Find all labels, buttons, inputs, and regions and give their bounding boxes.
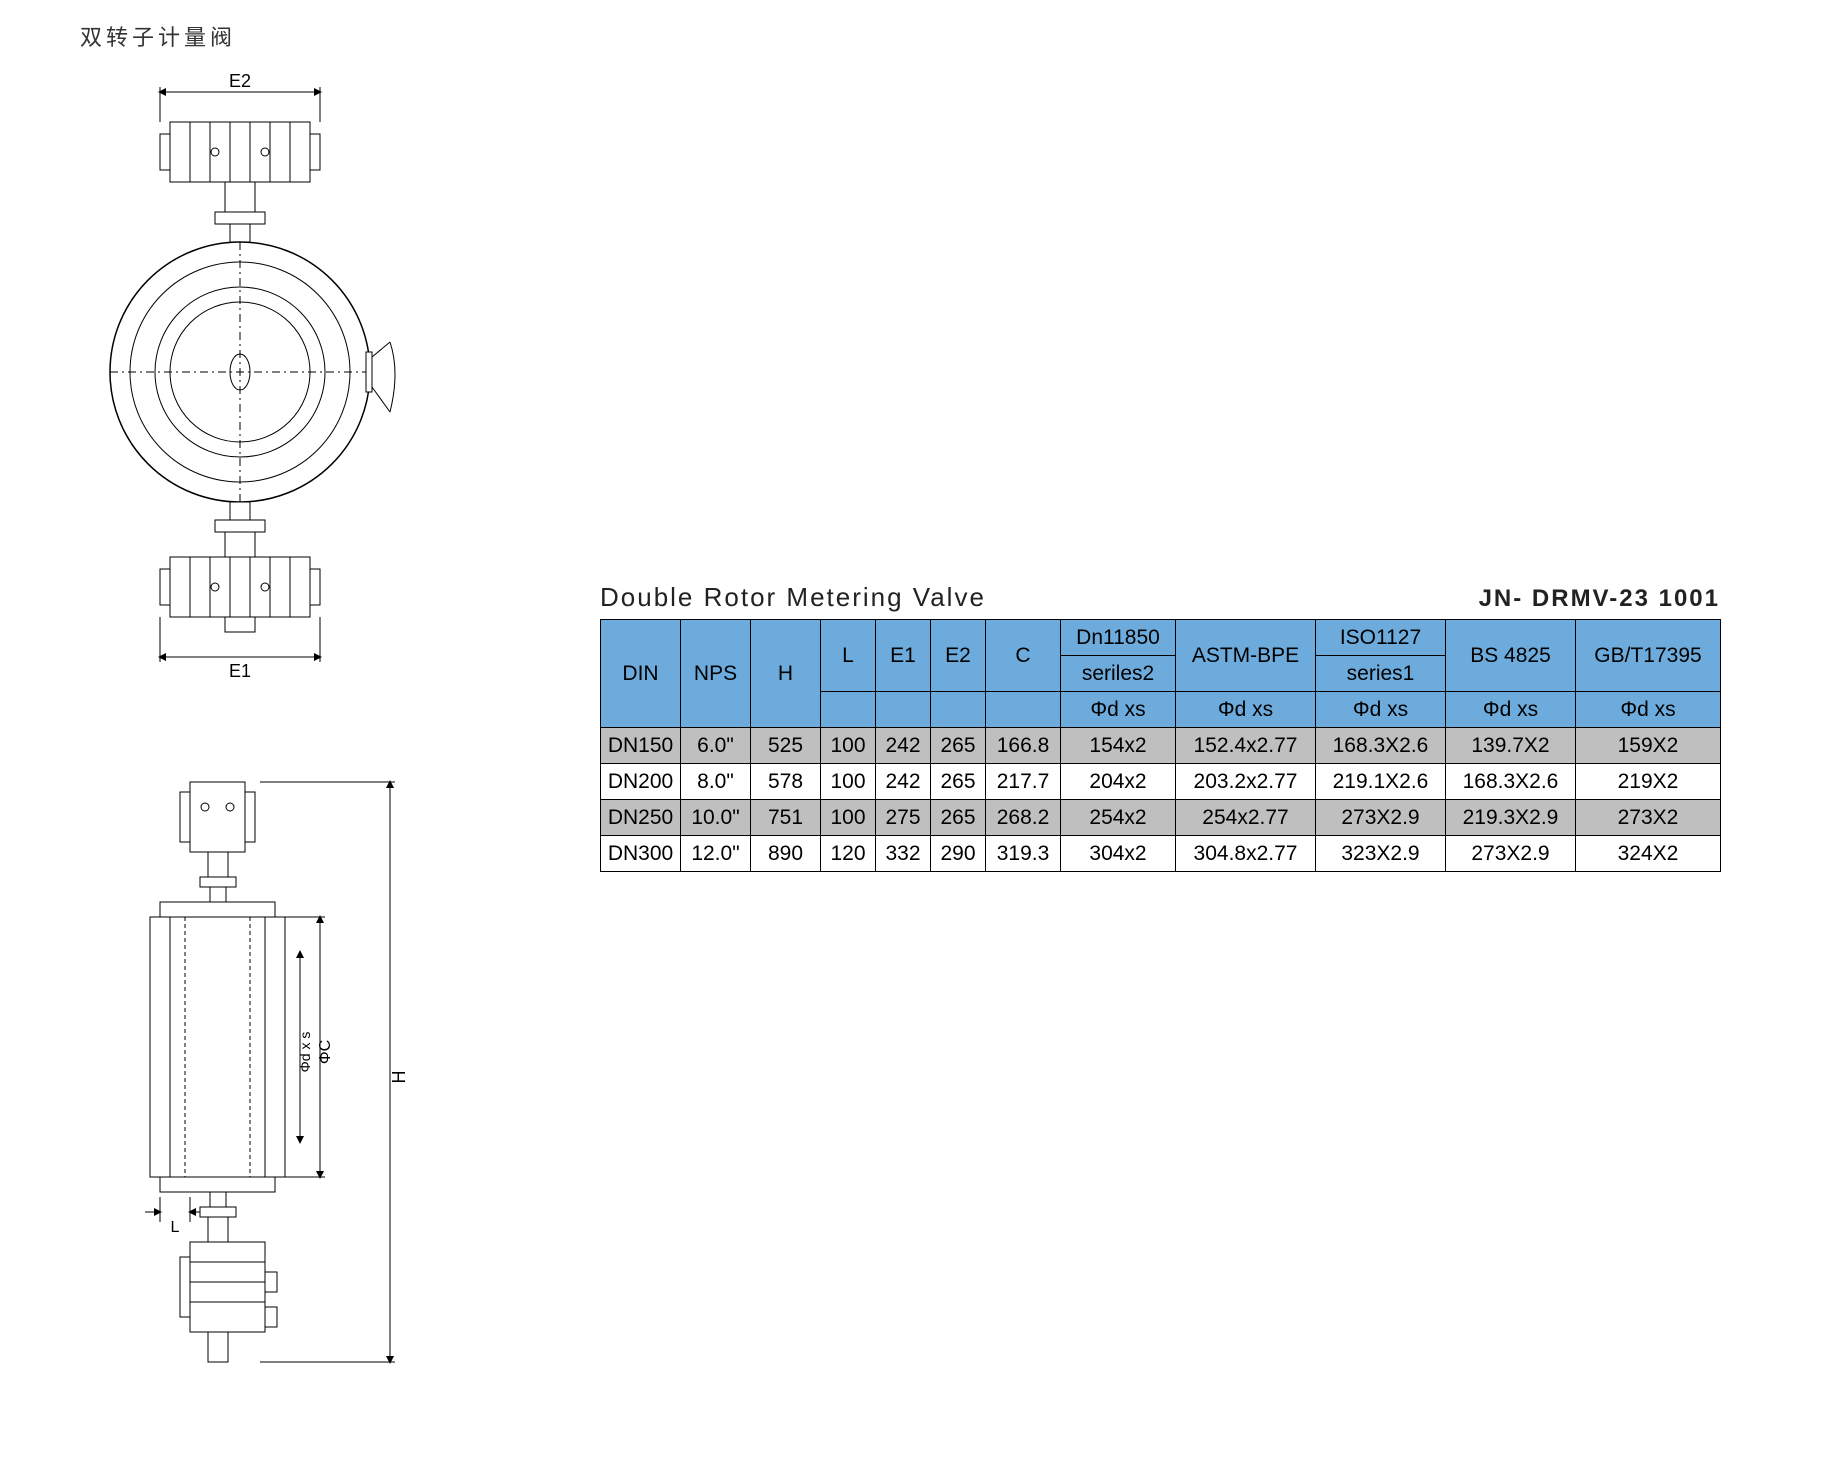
- th-phi-gb: Φd xs: [1576, 692, 1721, 728]
- cell-c: 268.2: [986, 800, 1061, 836]
- table-title: Double Rotor Metering Valve: [600, 582, 986, 613]
- label-l: L: [171, 1219, 180, 1236]
- page-title-cn: 双转子计量阀: [80, 20, 1817, 52]
- cell-din: DN300: [601, 836, 681, 872]
- cell-e2: 290: [931, 836, 986, 872]
- table-section: Double Rotor Metering Valve JN- DRMV-23 …: [600, 582, 1817, 872]
- th-phi-iso: Φd xs: [1316, 692, 1446, 728]
- th-e2: E2: [931, 620, 986, 692]
- th-iso-sub: series1: [1316, 656, 1446, 692]
- th-bs: BS 4825: [1446, 620, 1576, 692]
- th-h: H: [751, 620, 821, 728]
- cell-iso: 273X2.9: [1316, 800, 1446, 836]
- table-row: DN2008.0"578100242265217.7204x2203.2x2.7…: [601, 764, 1721, 800]
- cell-iso: 219.1X2.6: [1316, 764, 1446, 800]
- front-view-svg: E2: [60, 72, 420, 692]
- th-c: C: [986, 620, 1061, 692]
- th-astm: ASTM-BPE: [1176, 620, 1316, 692]
- cell-c: 166.8: [986, 728, 1061, 764]
- cell-nps: 10.0": [681, 800, 751, 836]
- cell-astm: 152.4x2.77: [1176, 728, 1316, 764]
- spec-table: DIN NPS H L E1 E2 C Dn11850 ASTM-BPE ISO…: [600, 619, 1721, 872]
- cell-dn: 304x2: [1061, 836, 1176, 872]
- cell-bs: 168.3X2.6: [1446, 764, 1576, 800]
- cell-bs: 273X2.9: [1446, 836, 1576, 872]
- cell-l: 100: [821, 764, 876, 800]
- cell-l: 120: [821, 836, 876, 872]
- spec-thead: DIN NPS H L E1 E2 C Dn11850 ASTM-BPE ISO…: [601, 620, 1721, 728]
- cell-h: 525: [751, 728, 821, 764]
- th-dn11850-top: Dn11850: [1061, 620, 1176, 656]
- cell-h: 890: [751, 836, 821, 872]
- cell-gb: 324X2: [1576, 836, 1721, 872]
- cell-gb: 273X2: [1576, 800, 1721, 836]
- cell-e1: 242: [876, 764, 931, 800]
- cell-gb: 159X2: [1576, 728, 1721, 764]
- th-blank-l: [821, 692, 876, 728]
- cell-bs: 219.3X2.9: [1446, 800, 1576, 836]
- th-phi-bs: Φd xs: [1446, 692, 1576, 728]
- th-l: L: [821, 620, 876, 692]
- cell-nps: 6.0": [681, 728, 751, 764]
- cell-dn: 154x2: [1061, 728, 1176, 764]
- cell-l: 100: [821, 800, 876, 836]
- th-blank-e1: [876, 692, 931, 728]
- diagram-front: E2: [60, 72, 560, 692]
- cell-e2: 265: [931, 800, 986, 836]
- spec-tbody: DN1506.0"525100242265166.8154x2152.4x2.7…: [601, 728, 1721, 872]
- cell-dn: 204x2: [1061, 764, 1176, 800]
- cell-e2: 265: [931, 764, 986, 800]
- cell-h: 578: [751, 764, 821, 800]
- cell-e1: 275: [876, 800, 931, 836]
- cell-e1: 332: [876, 836, 931, 872]
- th-e1: E1: [876, 620, 931, 692]
- table-header-row: Double Rotor Metering Valve JN- DRMV-23 …: [600, 582, 1720, 613]
- cell-l: 100: [821, 728, 876, 764]
- cell-bs: 139.7X2: [1446, 728, 1576, 764]
- cell-astm: 304.8x2.77: [1176, 836, 1316, 872]
- side-view-svg: H: [60, 752, 440, 1392]
- th-blank-e2: [931, 692, 986, 728]
- table-model: JN- DRMV-23 1001: [1479, 585, 1720, 613]
- cell-h: 751: [751, 800, 821, 836]
- cell-e2: 265: [931, 728, 986, 764]
- label-phidxs: Φd x s: [297, 1032, 313, 1073]
- table-row: DN30012.0"890120332290319.3304x2304.8x2.…: [601, 836, 1721, 872]
- cell-e1: 242: [876, 728, 931, 764]
- diagrams-column: E2: [20, 72, 560, 1452]
- cell-c: 319.3: [986, 836, 1061, 872]
- cell-din: DN150: [601, 728, 681, 764]
- cell-nps: 12.0": [681, 836, 751, 872]
- table-row: DN1506.0"525100242265166.8154x2152.4x2.7…: [601, 728, 1721, 764]
- cell-iso: 168.3X2.6: [1316, 728, 1446, 764]
- table-row: DN25010.0"751100275265268.2254x2254x2.77…: [601, 800, 1721, 836]
- th-blank-c: [986, 692, 1061, 728]
- th-dn11850-sub: seriles2: [1061, 656, 1176, 692]
- label-e1: E1: [229, 661, 251, 681]
- th-nps: NPS: [681, 620, 751, 728]
- label-phic: ΦC: [317, 1040, 334, 1064]
- label-e2: E2: [229, 72, 251, 91]
- th-din: DIN: [601, 620, 681, 728]
- cell-iso: 323X2.9: [1316, 836, 1446, 872]
- label-h: H: [389, 1071, 409, 1084]
- th-gb: GB/T17395: [1576, 620, 1721, 692]
- cell-c: 217.7: [986, 764, 1061, 800]
- cell-gb: 219X2: [1576, 764, 1721, 800]
- th-phi-astm: Φd xs: [1176, 692, 1316, 728]
- th-iso-top: ISO1127: [1316, 620, 1446, 656]
- cell-astm: 254x2.77: [1176, 800, 1316, 836]
- page-layout: E2: [20, 72, 1817, 1452]
- cell-din: DN200: [601, 764, 681, 800]
- diagram-side: H: [60, 752, 560, 1392]
- cell-nps: 8.0": [681, 764, 751, 800]
- cell-dn: 254x2: [1061, 800, 1176, 836]
- th-phi-dn: Φd xs: [1061, 692, 1176, 728]
- cell-din: DN250: [601, 800, 681, 836]
- cell-astm: 203.2x2.77: [1176, 764, 1316, 800]
